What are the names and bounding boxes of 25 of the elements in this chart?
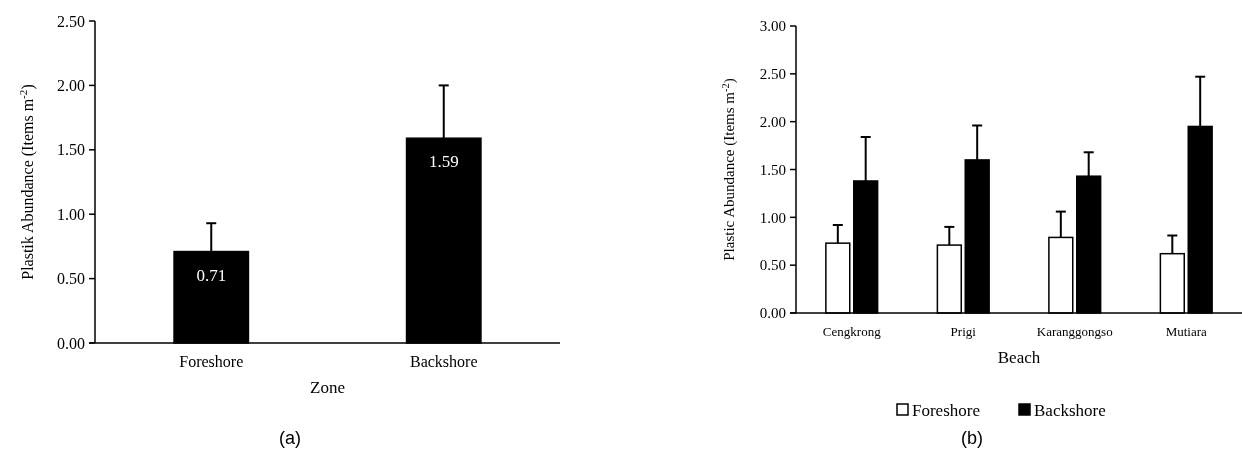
y-tick-label: 3.00: [759, 18, 786, 35]
x-axis-title: Beach: [997, 348, 1041, 367]
y-tick-label: 0.50: [57, 270, 85, 288]
text: (b): [961, 428, 983, 448]
y-tick-label: 2.50: [759, 66, 786, 83]
y-tick-label: 1.00: [57, 205, 85, 223]
legend-label: Backshore: [1034, 400, 1106, 420]
x-tick-label: Cengkrong: [822, 324, 882, 339]
y-tick-label: 1.00: [759, 209, 786, 226]
y-tick-label: 2.50: [57, 12, 85, 30]
y-tick-label: 0.00: [759, 305, 786, 322]
y-tick-label: 2.00: [759, 113, 786, 130]
y-tick-label: 2.00: [57, 77, 85, 94]
x-axis-title: Zone: [310, 378, 345, 397]
y-tick-label: 1.50: [57, 141, 85, 159]
data-label: 0.71: [196, 265, 227, 285]
x-tick-label: Prigi: [950, 324, 977, 339]
x-tick-label: Mutiara: [1165, 324, 1208, 339]
y-tick-label: 0.50: [759, 257, 786, 274]
x-tick-label: Karanggongso: [1036, 324, 1113, 339]
data-label: 1.59: [428, 152, 459, 172]
legend-label: Foreshore: [912, 400, 980, 420]
text: (a): [279, 428, 301, 448]
y-tick-label: 1.50: [759, 161, 786, 178]
y-tick-label: 0.00: [57, 334, 85, 352]
